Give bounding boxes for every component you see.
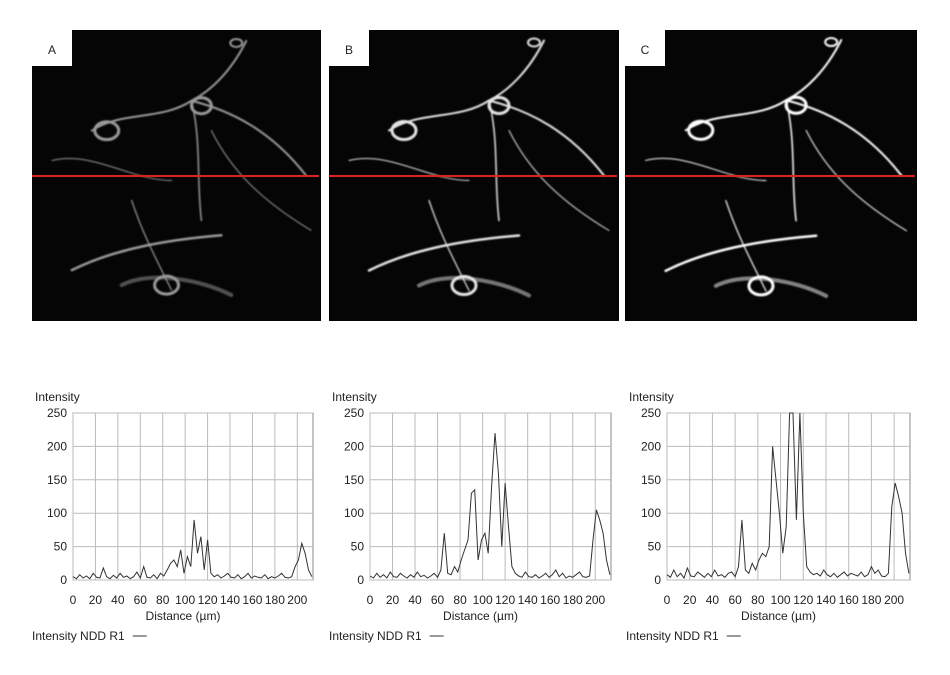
x-tick-label: 40 bbox=[408, 593, 422, 607]
x-tick-label: 200 bbox=[884, 593, 904, 607]
x-tick-label: 140 bbox=[220, 593, 240, 607]
y-tick-label: 200 bbox=[641, 439, 661, 453]
x-tick-label: 80 bbox=[751, 593, 765, 607]
y-tick-label: 50 bbox=[54, 540, 68, 554]
x-axis-title: Distance (µm) bbox=[146, 609, 221, 623]
y-tick-label: 200 bbox=[47, 439, 67, 453]
y-tick-label: 150 bbox=[47, 473, 67, 487]
x-tick-label: 180 bbox=[265, 593, 285, 607]
x-tick-label: 120 bbox=[198, 593, 218, 607]
y-tick-label: 250 bbox=[344, 406, 364, 420]
x-tick-label: 180 bbox=[861, 593, 881, 607]
x-tick-label: 60 bbox=[431, 593, 445, 607]
x-tick-label: 160 bbox=[540, 593, 560, 607]
y-axis-title: Intensity bbox=[332, 390, 377, 404]
x-axis-title: Distance (µm) bbox=[443, 609, 518, 623]
plot-area bbox=[369, 412, 612, 581]
x-tick-label: 160 bbox=[242, 593, 262, 607]
x-tick-label: 0 bbox=[664, 593, 671, 607]
x-tick-label: 180 bbox=[563, 593, 583, 607]
y-tick-label: 250 bbox=[47, 406, 67, 420]
x-tick-label: 60 bbox=[134, 593, 148, 607]
y-tick-label: 0 bbox=[654, 573, 661, 587]
intensity-line bbox=[72, 519, 313, 580]
image-panel: A bbox=[32, 30, 321, 321]
x-tick-label: 20 bbox=[683, 593, 697, 607]
panel-label-box bbox=[329, 30, 369, 66]
x-tick-label: 100 bbox=[771, 593, 791, 607]
y-tick-label: 50 bbox=[351, 540, 365, 554]
x-tick-label: 40 bbox=[706, 593, 720, 607]
x-tick-label: 120 bbox=[495, 593, 515, 607]
x-tick-label: 40 bbox=[111, 593, 125, 607]
panel-label: A bbox=[48, 43, 56, 57]
x-tick-label: 140 bbox=[816, 593, 836, 607]
x-tick-label: 80 bbox=[156, 593, 170, 607]
y-tick-label: 150 bbox=[344, 473, 364, 487]
x-tick-label: 80 bbox=[453, 593, 467, 607]
x-tick-label: 0 bbox=[367, 593, 374, 607]
y-tick-label: 200 bbox=[344, 439, 364, 453]
y-tick-label: 50 bbox=[648, 540, 662, 554]
y-tick-label: 100 bbox=[344, 506, 364, 520]
image-panel: B bbox=[329, 30, 619, 321]
x-tick-label: 60 bbox=[728, 593, 742, 607]
y-tick-label: 0 bbox=[60, 573, 67, 587]
x-tick-label: 20 bbox=[386, 593, 400, 607]
y-tick-label: 100 bbox=[641, 506, 661, 520]
panel-label: B bbox=[345, 43, 353, 57]
y-tick-label: 150 bbox=[641, 473, 661, 487]
x-axis-title: Distance (µm) bbox=[741, 609, 816, 623]
x-tick-label: 200 bbox=[585, 593, 605, 607]
legend-label: Intensity NDD R1 bbox=[626, 629, 719, 643]
y-tick-label: 100 bbox=[47, 506, 67, 520]
x-tick-label: 0 bbox=[70, 593, 77, 607]
y-axis-title: Intensity bbox=[629, 390, 674, 404]
intensity-line bbox=[666, 412, 910, 580]
legend-label: Intensity NDD R1 bbox=[329, 629, 422, 643]
x-tick-label: 200 bbox=[287, 593, 307, 607]
x-tick-label: 140 bbox=[518, 593, 538, 607]
x-tick-label: 160 bbox=[839, 593, 859, 607]
image-panel: C bbox=[625, 30, 917, 321]
x-tick-label: 20 bbox=[89, 593, 103, 607]
x-tick-label: 100 bbox=[175, 593, 195, 607]
y-tick-label: 250 bbox=[641, 406, 661, 420]
y-axis-title: Intensity bbox=[35, 390, 80, 404]
legend-label: Intensity NDD R1 bbox=[32, 629, 125, 643]
x-tick-label: 120 bbox=[793, 593, 813, 607]
y-tick-label: 0 bbox=[357, 573, 364, 587]
panel-label-box bbox=[625, 30, 665, 66]
panel-label: C bbox=[641, 43, 650, 57]
plot-area bbox=[72, 412, 314, 581]
panel-label-box bbox=[32, 30, 72, 66]
intensity-line bbox=[369, 432, 611, 579]
x-tick-label: 100 bbox=[473, 593, 493, 607]
